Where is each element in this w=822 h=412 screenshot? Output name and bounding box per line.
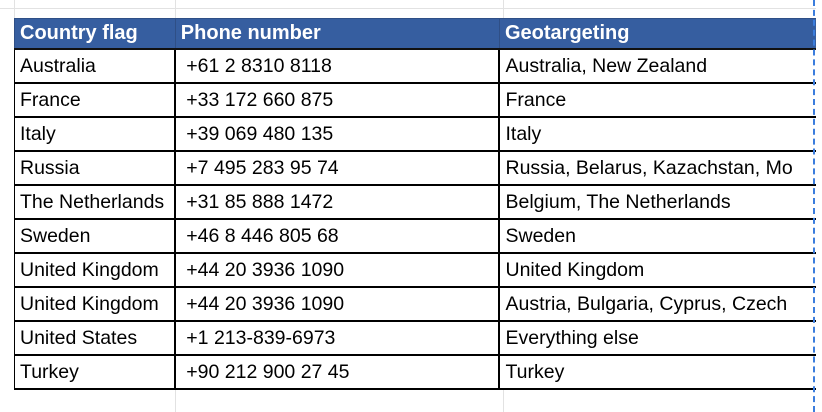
header-phone-number[interactable]: Phone number: [174, 18, 500, 50]
table-row: United Kingdom +44 20 3936 1090 United K…: [14, 252, 822, 288]
cell-geotargeting[interactable]: Everything else: [498, 320, 822, 356]
gridline: [503, 388, 504, 412]
data-table: Country flag Phone number Geotargeting A…: [14, 18, 822, 390]
table-row: France +33 172 660 875 France: [14, 82, 822, 118]
gridline: [14, 0, 15, 18]
table-row: The Netherlands +31 85 888 1472 Belgium,…: [14, 184, 822, 220]
cell-country[interactable]: Italy: [14, 116, 177, 152]
table-row: Turkey +90 212 900 27 45 Turkey: [14, 354, 822, 390]
cell-phone[interactable]: +39 069 480 135: [174, 116, 501, 152]
cell-country[interactable]: United Kingdom: [14, 286, 177, 322]
cell-geotargeting[interactable]: Austria, Bulgaria, Cyprus, Czech: [498, 286, 822, 322]
adjacent-column: [816, 0, 822, 412]
cell-country[interactable]: United Kingdom: [14, 252, 177, 288]
cell-country[interactable]: France: [14, 82, 177, 118]
gridline: [175, 388, 176, 412]
cell-phone[interactable]: +1 213-839-6973: [174, 320, 501, 356]
cell-country[interactable]: Russia: [14, 150, 177, 186]
cell-country[interactable]: Australia: [14, 48, 177, 84]
gridline: [175, 0, 176, 18]
table-row: Australia +61 2 8310 8118 Australia, New…: [14, 48, 822, 84]
cell-country[interactable]: United States: [14, 320, 177, 356]
cell-phone[interactable]: +44 20 3936 1090: [174, 252, 501, 288]
cell-geotargeting[interactable]: Turkey: [498, 354, 822, 390]
table-row: United Kingdom +44 20 3936 1090 Austria,…: [14, 286, 822, 322]
cell-geotargeting[interactable]: Belgium, The Netherlands: [498, 184, 822, 220]
cell-geotargeting[interactable]: France: [498, 82, 822, 118]
cell-geotargeting[interactable]: Russia, Belarus, Kazachstan, Mo: [498, 150, 822, 186]
cell-country[interactable]: The Netherlands: [14, 184, 177, 220]
table-row: Sweden +46 8 446 805 68 Sweden: [14, 218, 822, 254]
cell-country[interactable]: Turkey: [14, 354, 177, 390]
cell-phone[interactable]: +44 20 3936 1090: [174, 286, 501, 322]
header-country-flag[interactable]: Country flag: [14, 18, 176, 50]
cell-phone[interactable]: +7 495 283 95 74: [174, 150, 501, 186]
cell-phone[interactable]: +33 172 660 875: [174, 82, 501, 118]
gridline: [503, 0, 504, 18]
table-row: Italy +39 069 480 135 Italy: [14, 116, 822, 152]
table-row: United States +1 213-839-6973 Everything…: [14, 320, 822, 356]
selection-border: [813, 0, 815, 412]
table-row: Russia +7 495 283 95 74 Russia, Belarus,…: [14, 150, 822, 186]
cell-country[interactable]: Sweden: [14, 218, 177, 254]
cell-phone[interactable]: +61 2 8310 8118: [174, 48, 501, 84]
cell-phone[interactable]: +46 8 446 805 68: [174, 218, 501, 254]
cell-phone[interactable]: +90 212 900 27 45: [174, 354, 501, 390]
header-geotargeting[interactable]: Geotargeting: [498, 18, 822, 50]
cell-geotargeting[interactable]: United Kingdom: [498, 252, 822, 288]
cell-geotargeting[interactable]: Sweden: [498, 218, 822, 254]
header-row: Country flag Phone number Geotargeting: [14, 18, 822, 50]
cell-geotargeting[interactable]: Italy: [498, 116, 822, 152]
cell-phone[interactable]: +31 85 888 1472: [174, 184, 501, 220]
gridline: [0, 8, 822, 9]
cell-geotargeting[interactable]: Australia, New Zealand: [498, 48, 822, 84]
